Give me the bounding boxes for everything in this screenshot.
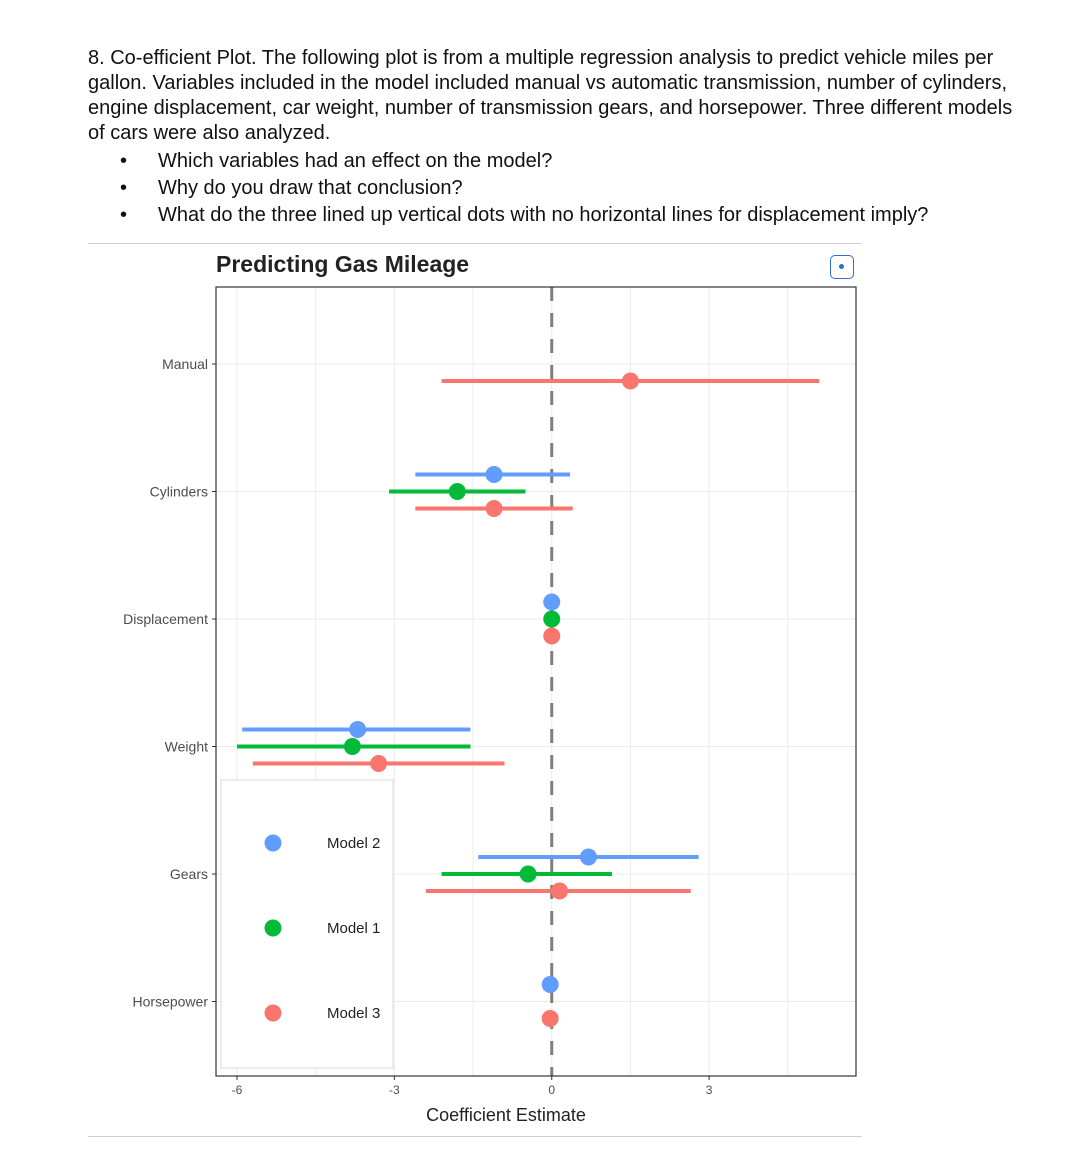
y-tick-label: Horsepower — [133, 994, 209, 1010]
top-divider — [88, 243, 862, 244]
y-tick-label: Displacement — [123, 611, 208, 627]
bullet-item: Why do you draw that conclusion? — [88, 175, 1028, 202]
coefficient-point — [621, 372, 639, 390]
x-tick-label: 3 — [706, 1083, 713, 1097]
legend-label: Model 2 — [327, 835, 380, 852]
question-text: 8. Co-efficient Plot. The following plot… — [88, 47, 1013, 144]
x-tick-label: -6 — [232, 1083, 243, 1097]
coefficient-point — [370, 755, 388, 772]
coefficient-point — [485, 466, 503, 483]
y-tick-label: Gears — [170, 866, 208, 882]
expand-icon[interactable] — [830, 255, 854, 279]
coefficient-point — [551, 882, 569, 900]
coefficient-plot: Predicting Gas Mileage Manual Cylinders Dis… — [123, 251, 857, 1125]
coefficient-point — [541, 1010, 559, 1027]
coefficient-point — [579, 848, 597, 866]
legend-label: Model 1 — [327, 920, 380, 937]
coefficient-point — [485, 500, 503, 517]
chart-title: Predicting Gas Mileage — [216, 251, 469, 277]
coefficient-point — [448, 483, 466, 500]
legend-box — [220, 779, 394, 1069]
bullet-item: Which variables had an effect on the mod… — [88, 148, 1028, 175]
legend-swatch — [264, 1004, 282, 1022]
coefficient-point — [349, 721, 367, 738]
legend-swatch — [264, 834, 282, 852]
coefficient-point — [541, 976, 559, 993]
plot-border — [215, 286, 857, 1077]
y-tick-label: Cylinders — [150, 484, 208, 500]
coefficient-point — [343, 738, 361, 755]
coefficient-point — [543, 593, 561, 611]
question-block: 8. Co-efficient Plot. The following plot… — [88, 46, 1028, 229]
coefficient-point — [543, 610, 561, 628]
bullet-item: What do the three lined up vertical dots… — [88, 202, 1028, 229]
legend-label: Model 3 — [327, 1005, 380, 1022]
x-tick-label: 0 — [548, 1083, 555, 1097]
legend-swatch — [264, 919, 282, 937]
x-tick-label: -3 — [389, 1083, 400, 1097]
x-axis-label: Coefficient Estimate — [426, 1105, 586, 1125]
coefficient-point — [543, 627, 561, 645]
y-tick-label: Weight — [165, 739, 208, 755]
bottom-divider — [88, 1136, 862, 1137]
question-bullets: Which variables had an effect on the mod… — [88, 148, 1028, 229]
y-tick-label: Manual — [162, 356, 208, 372]
expand-icon-dot — [839, 264, 844, 269]
coefficient-point — [519, 865, 537, 883]
